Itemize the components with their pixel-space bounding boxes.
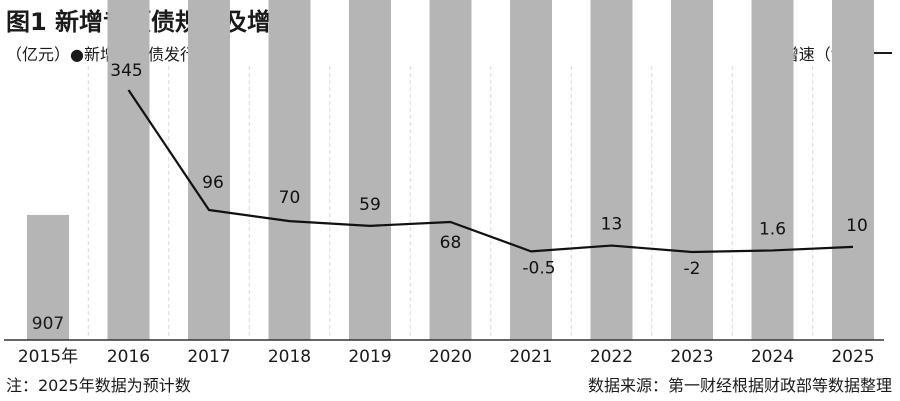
growth-value-label: 96 bbox=[202, 173, 224, 193]
bar bbox=[107, 0, 150, 340]
x-tick-label: 2024 bbox=[751, 347, 794, 367]
bar bbox=[27, 214, 69, 340]
x-tick-label: 2016 bbox=[107, 347, 150, 367]
growth-value-label: 10 bbox=[846, 216, 868, 236]
growth-value-label: 70 bbox=[279, 188, 301, 208]
x-tick-label: 2023 bbox=[670, 347, 713, 367]
line-legend-swatch bbox=[868, 52, 892, 54]
data-source: 数据来源：第一财经根据财政部等数据整理 bbox=[587, 376, 892, 395]
chart-title: 图1 新增专项债规模及增速 bbox=[6, 8, 296, 36]
bar bbox=[832, 0, 874, 340]
bar bbox=[510, 0, 552, 340]
growth-value-label: -0.5 bbox=[522, 258, 555, 278]
x-tick-label: 2018 bbox=[268, 347, 311, 367]
bar bbox=[671, 0, 713, 340]
x-tick-label: 2019 bbox=[348, 347, 391, 367]
bar bbox=[188, 0, 230, 341]
bar bbox=[751, 0, 794, 340]
x-tick-label: 2017 bbox=[187, 347, 230, 367]
bar-value-label: 907 bbox=[32, 314, 64, 334]
growth-line bbox=[127, 89, 854, 254]
x-tick-label: 2015年 bbox=[18, 347, 78, 367]
footnote: 注：2025年数据为预计数 bbox=[6, 376, 191, 395]
bar bbox=[590, 0, 633, 340]
growth-value-label: 68 bbox=[440, 233, 462, 253]
x-tick-label: 2022 bbox=[590, 347, 633, 367]
bar bbox=[429, 0, 472, 340]
growth-value-label: -2 bbox=[684, 259, 701, 279]
growth-value-label: 345 bbox=[110, 61, 142, 81]
bar bbox=[349, 0, 391, 340]
x-tick-label: 2020 bbox=[429, 347, 472, 367]
growth-value-label: 1.6 bbox=[759, 219, 786, 239]
x-tick-label: 2021 bbox=[509, 347, 552, 367]
x-tick-label: 2025 bbox=[831, 347, 874, 367]
bar bbox=[268, 0, 311, 340]
growth-value-label: 59 bbox=[359, 195, 381, 215]
growth-value-label: 13 bbox=[601, 215, 623, 235]
